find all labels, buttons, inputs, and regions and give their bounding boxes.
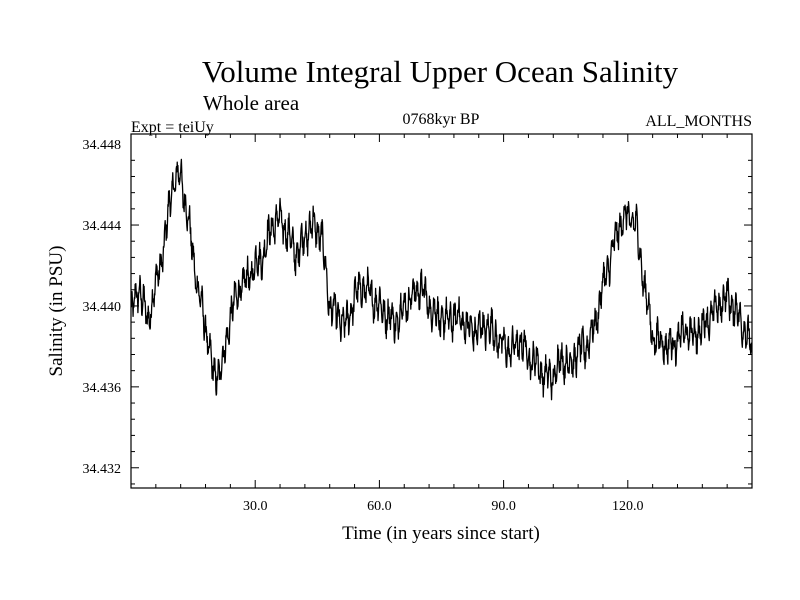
- x-tick-label: 30.0: [243, 499, 268, 514]
- experiment-label: Expt = teiUy: [131, 119, 214, 136]
- y-tick-label: 34.436: [83, 381, 122, 396]
- y-tick-label: 34.444: [83, 219, 122, 234]
- plot-frame: [130, 133, 753, 489]
- x-tick-label: 120.0: [612, 499, 644, 514]
- x-tick-label: 90.0: [491, 499, 516, 514]
- chart-subtitle: Whole area: [203, 91, 300, 115]
- season-label: ALL_MONTHS: [645, 113, 752, 130]
- x-tick-label: 60.0: [367, 499, 392, 514]
- y-tick-label: 34.432: [83, 462, 122, 477]
- salinity-series-line: [130, 158, 753, 401]
- y-tick-label: 34.440: [83, 300, 122, 315]
- chart-title: Volume Integral Upper Ocean Salinity: [202, 54, 679, 89]
- y-axis-label: Salinity (in PSU): [46, 246, 67, 377]
- period-label: 0768kyr BP: [403, 111, 480, 128]
- y-tick-label: 34.448: [83, 138, 122, 153]
- x-axis-label: Time (in years since start): [342, 523, 540, 544]
- plot-area: 30.0 60.0 90.0 120.0 34.432 34.436 34.440 34.44…: [83, 134, 753, 514]
